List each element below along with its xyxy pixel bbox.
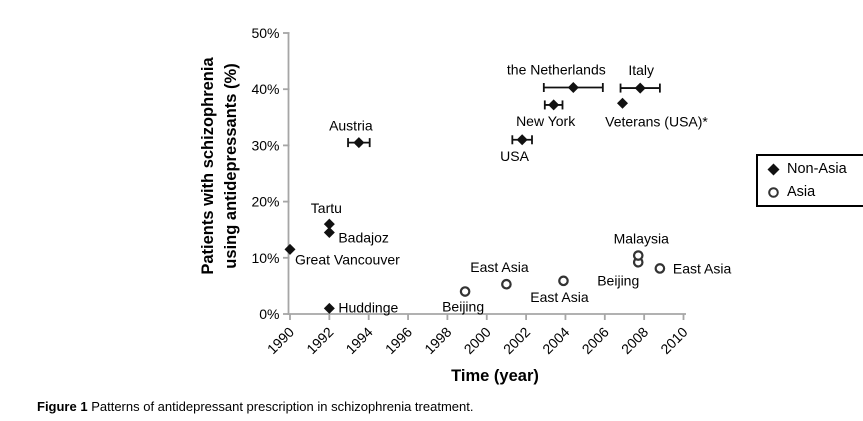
x-axis-title: Time (year) (451, 367, 539, 385)
point-label-italy: Italy (628, 62, 654, 78)
data-point-badajoz (323, 227, 335, 239)
y-tick-label: 20% (251, 194, 279, 210)
legend-label-non-asia: Non-Asia (787, 161, 847, 177)
point-label-great-vancouver: Great Vancouver (295, 251, 400, 267)
point-label-the-netherlands: the Netherlands (507, 62, 606, 78)
y-tick-label: 0% (259, 306, 279, 322)
point-label-east-asia: East Asia (530, 289, 589, 305)
y-tick-label: 10% (251, 250, 279, 266)
x-tick-label: 1998 (421, 324, 454, 357)
point-label-beijing: Beijing (442, 299, 484, 315)
point-label-malaysia: Malaysia (614, 231, 669, 247)
data-point-italy (634, 82, 646, 94)
figure-caption-number: Figure 1 (37, 399, 88, 414)
y-tick-label: 40% (251, 81, 279, 97)
data-point-east-asia (501, 278, 512, 290)
data-point-great-vancouver (284, 243, 296, 255)
data-points-group: Great Vancouver Tartu Badajoz Huddinge Austr… (284, 62, 732, 315)
data-point-new-york (548, 99, 560, 111)
x-tick-label: 1992 (303, 324, 336, 357)
figure-caption: Figure 1 Patterns of antidepressant pres… (37, 399, 473, 414)
filled-diamond-icon (767, 163, 780, 175)
point-label-usa: USA (500, 148, 529, 164)
point-label-tartu: Tartu (311, 200, 342, 216)
point-label-badajoz: Badajoz (338, 230, 389, 246)
point-label-east-asia: East Asia (673, 260, 732, 276)
point-label-huddinge: Huddinge (338, 299, 398, 315)
legend-item-non-asia: Non-Asia (767, 161, 863, 177)
x-tick-label: 2000 (461, 324, 494, 357)
y-axis-title-line2: using antidepressants (%) (222, 63, 240, 268)
x-tick-label: 1990 (264, 324, 297, 357)
data-point-beijing (459, 286, 471, 297)
legend-box: Non-Asia Asia (756, 154, 863, 207)
data-point-malaysia (632, 250, 644, 261)
data-point-veterans-usa (617, 97, 629, 109)
figure-caption-text: Patterns of antidepressant prescription … (87, 399, 474, 414)
x-tick-label: 2010 (657, 324, 690, 357)
point-label-beijing: Beijing (597, 272, 639, 288)
x-tick-label: 2006 (579, 324, 612, 357)
data-point-tartu (323, 218, 335, 230)
data-point-east-asia (654, 263, 666, 274)
x-tick-label: 2002 (500, 324, 533, 357)
legend-item-asia: Asia (767, 184, 863, 200)
open-circle-icon (768, 186, 779, 198)
legend-label-asia: Asia (787, 184, 816, 200)
point-label-veterans-usa: Veterans (USA)* (605, 113, 708, 129)
x-tick-label: 2004 (539, 324, 572, 357)
x-tick-label: 1996 (382, 324, 415, 357)
point-label-new-york: New York (516, 113, 576, 129)
data-point-austria (353, 137, 365, 149)
x-tick-label: 2008 (618, 324, 651, 357)
data-point-east-asia (558, 275, 569, 287)
y-tick-label: 30% (251, 137, 279, 153)
x-tick-label: 1994 (342, 324, 375, 357)
data-point-usa (516, 134, 528, 146)
data-point-huddinge (323, 302, 335, 314)
y-tick-label: 50% (251, 25, 279, 41)
y-axis-title-line1: Patients with schizophrenia (199, 57, 217, 275)
data-point-the-netherlands (567, 82, 579, 94)
point-label-east-asia: East Asia (470, 259, 529, 275)
point-label-austria: Austria (329, 118, 373, 134)
